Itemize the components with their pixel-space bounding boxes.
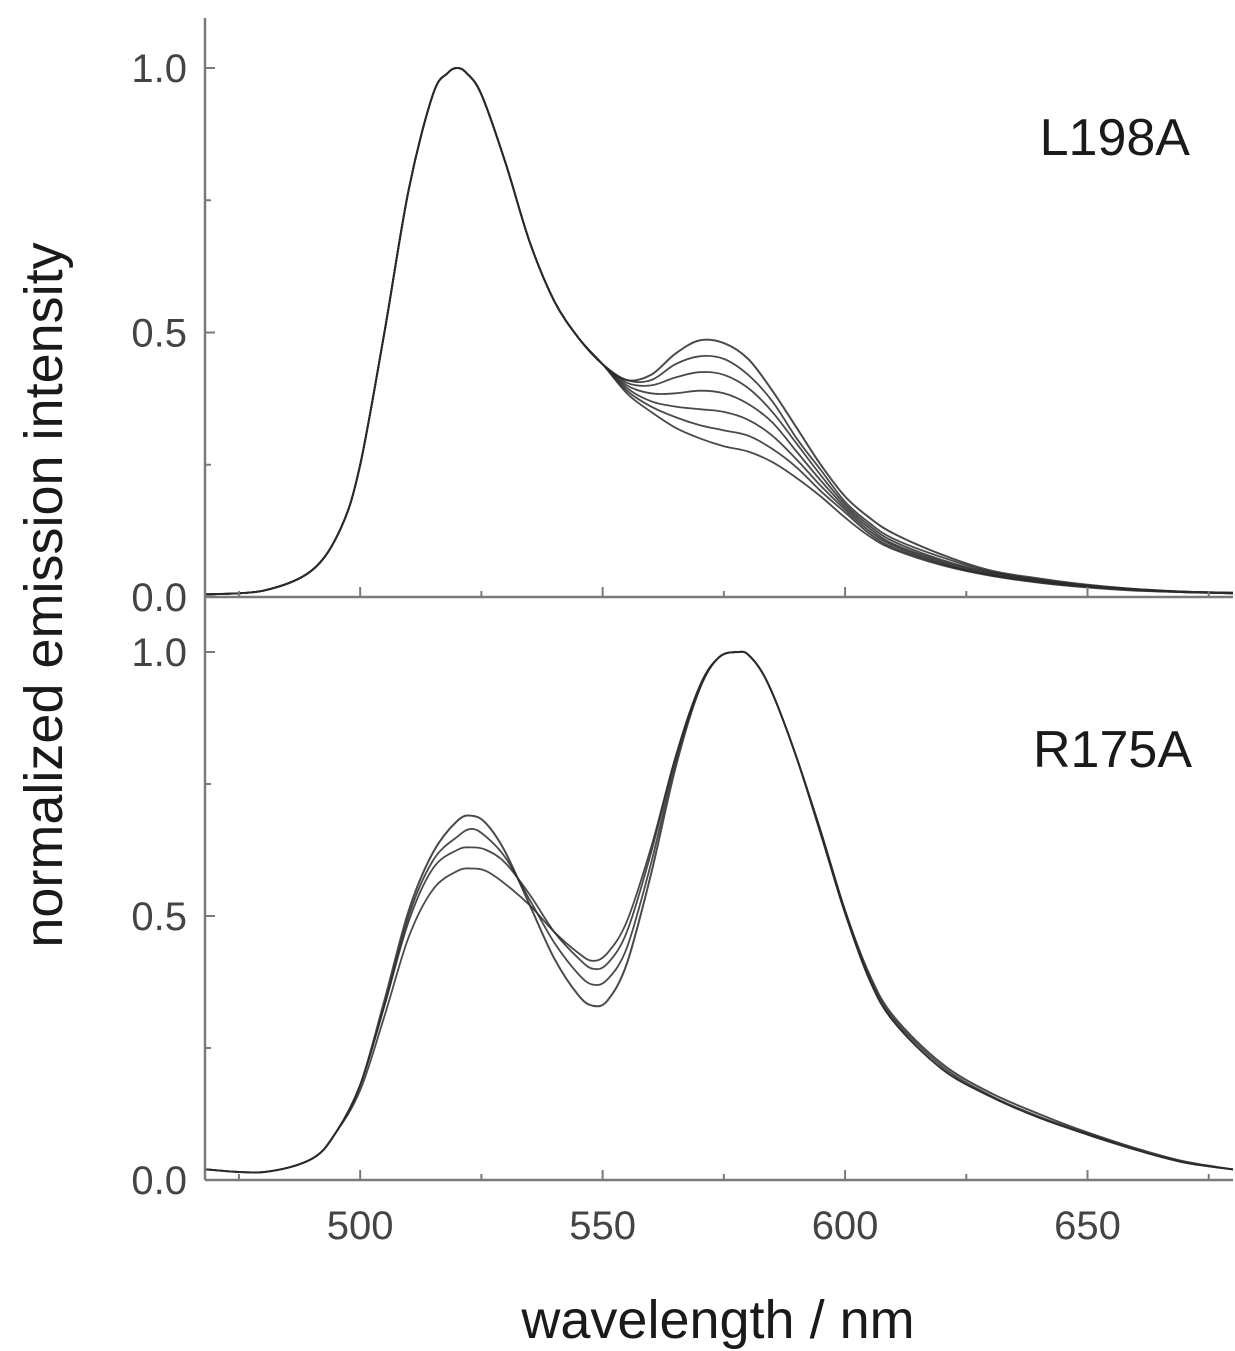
panel-bottom-r175a: 0.0 0.5 1.0 500 550 600 650 R175A [131, 597, 1234, 1248]
x-tick-label: 600 [812, 1204, 879, 1248]
bottom-series-line-4 [204, 650, 1234, 1174]
bottom-series-line-2 [204, 650, 1234, 1174]
top-y-tick-label: 1.0 [131, 47, 187, 91]
x-axis-title: wavelength / nm [520, 1290, 914, 1350]
x-tick-label: 500 [327, 1204, 394, 1248]
bottom-y-tick-label: 1.0 [131, 631, 187, 675]
x-tick-label: 650 [1054, 1204, 1121, 1248]
y-axis-title: normalized emission intensity [14, 242, 74, 947]
bottom-y-tick-label: 0.0 [131, 1159, 187, 1203]
top-y-tick-label: 0.5 [131, 312, 187, 356]
x-tick-label: 550 [569, 1204, 636, 1248]
top-series-line-7 [204, 67, 1234, 596]
bottom-series-line-1 [204, 650, 1234, 1174]
bottom-panel-label: R175A [1033, 721, 1192, 779]
bottom-y-tick-label: 0.5 [131, 895, 187, 939]
panel-top-l198a: 0.0 0.5 1.0 L198A [131, 18, 1234, 620]
top-y-tick-label: 0.0 [131, 576, 187, 620]
top-panel-label: L198A [1040, 109, 1191, 167]
